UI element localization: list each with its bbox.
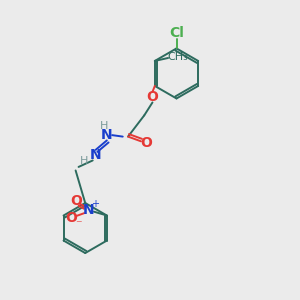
Text: H: H [80,156,88,166]
Text: Cl: Cl [169,26,184,40]
Text: O: O [66,212,77,226]
Text: O: O [146,90,158,104]
Text: H: H [100,121,109,131]
Text: CH₃: CH₃ [167,52,188,62]
Text: +: + [91,199,99,209]
Text: O: O [140,136,152,150]
Text: O: O [70,194,82,208]
Text: N: N [83,203,94,217]
Text: ⁻: ⁻ [76,218,82,231]
Text: N: N [101,128,112,142]
Text: N: N [90,148,101,162]
